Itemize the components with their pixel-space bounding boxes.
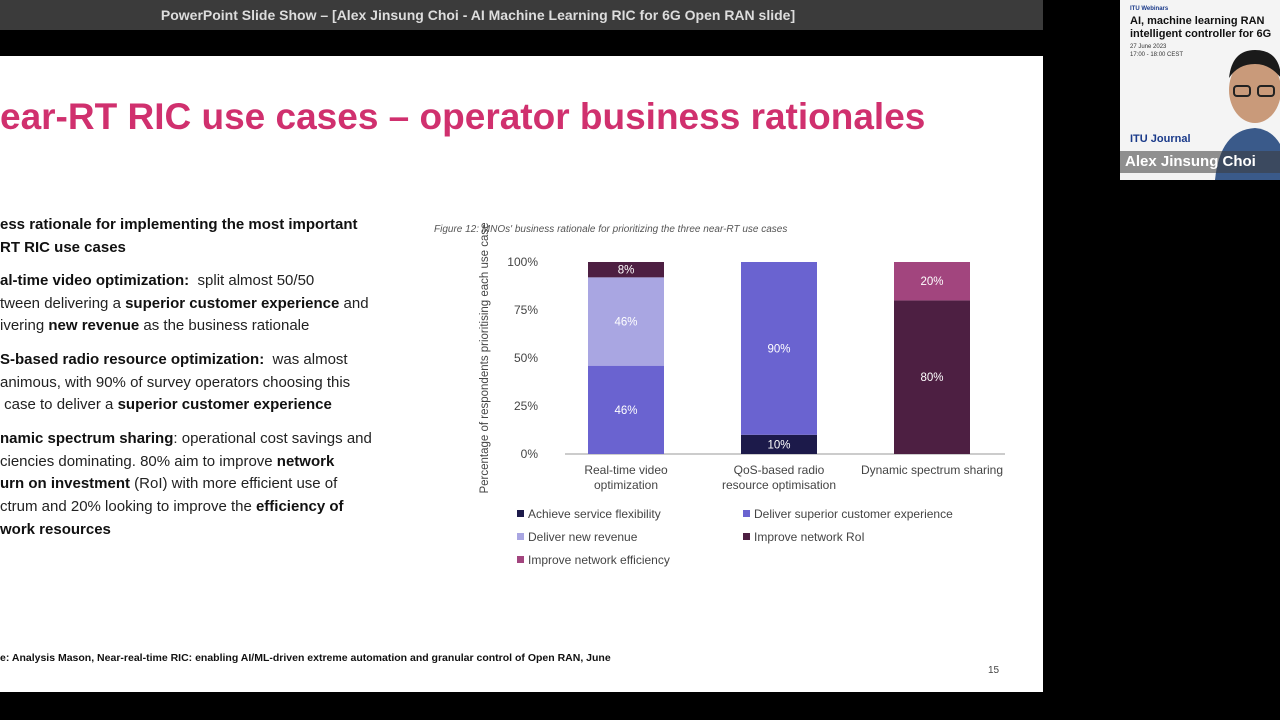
legend-item: Achieve service flexibility [517, 507, 661, 521]
speaker-name: Alex Jinsung Choi [1125, 153, 1256, 170]
value-label: 46% [614, 405, 637, 417]
text-run: namic spectrum sharing [0, 430, 174, 447]
bullet-line: animous, with 90% of survey operators ch… [0, 374, 350, 391]
bullet-line: ciencies dominating. 80% aim to improve … [0, 453, 334, 470]
bullet-line: namic spectrum sharing: operational cost… [0, 430, 372, 447]
bullet-line: tween delivering a superior customer exp… [0, 295, 369, 312]
y-tick-label: 75% [514, 303, 538, 317]
legend-label: Achieve service flexibility [528, 507, 661, 521]
legend-swatch [743, 533, 750, 540]
x-tick-label: QoS-based radio resource optimisation [721, 463, 837, 492]
y-tick-label: 0% [521, 447, 539, 461]
value-label: 8% [618, 265, 635, 277]
bullet-line: ess rationale for implementing the most … [0, 216, 358, 233]
value-label: 20% [920, 276, 943, 288]
y-axis-title: Percentage of respondents prioritising e… [479, 222, 491, 493]
bullet-line: ivering new revenue as the business rati… [0, 317, 309, 334]
figure-caption: Figure 12: MNOs' business rationale for … [434, 224, 788, 235]
value-label: 46% [614, 317, 637, 329]
source: e: Analysis Mason, Near-real-time RIC: e… [0, 652, 611, 664]
bar-segment [588, 365, 664, 454]
legend-swatch [517, 556, 524, 563]
webinar-series: ITU Webinars [1130, 6, 1169, 12]
window-title: PowerPoint Slide Show – [Alex Jinsung Ch… [160, 7, 796, 23]
legend-item: Improve network efficiency [517, 553, 670, 567]
bullet-line: urn on investment (RoI) with more effici… [0, 475, 337, 492]
text-run: ess rationale for implementing the most … [0, 216, 358, 233]
bullet-line: S-based radio resource optimization: was… [0, 351, 348, 368]
webinar-title: AI, machine learning RAN intelligent con… [1130, 15, 1272, 40]
text-run: new revenue [48, 317, 140, 335]
text-run: as the business rationale [139, 317, 310, 335]
bar-segment [741, 262, 817, 435]
text-run: and [339, 294, 369, 312]
slide-title: ear-RT RIC use cases – operator business… [0, 96, 926, 137]
y-tick-label: 25% [514, 399, 538, 413]
text-run: superior customer experience [125, 294, 340, 312]
value-label: 10% [767, 439, 790, 451]
legend-label: Deliver new revenue [528, 530, 638, 544]
bullet-line: ctrum and 20% looking to improve the eff… [0, 498, 344, 515]
text-run: efficiency of [255, 498, 344, 516]
text-run: al-time video optimization: [0, 272, 190, 289]
slide: ear-RT RIC use cases – operator business… [0, 56, 1043, 692]
partner-logo: ITU Journal [1130, 133, 1191, 145]
text-run: case to deliver a [0, 396, 118, 414]
bar-segment [894, 262, 970, 301]
text-run: was almost [264, 351, 348, 368]
y-tick-label: 50% [514, 351, 538, 365]
legend-label: Improve network efficiency [528, 553, 670, 567]
text-run: urn on investment [0, 475, 131, 493]
text-run: ctrum and 20% looking to improve the [0, 498, 256, 516]
legend-label: Deliver superior customer experience [754, 507, 953, 521]
text-run: superior customer experience [117, 396, 332, 414]
y-tick-label: 100% [507, 255, 538, 269]
legend-swatch [743, 510, 750, 517]
bullet-line: case to deliver a superior customer expe… [0, 396, 332, 413]
legend-item: Deliver superior customer experience [743, 507, 953, 521]
bar-segment [741, 434, 817, 454]
text-run: RT RIC use cases [0, 238, 126, 256]
bullet-line: RT RIC use cases [0, 239, 126, 256]
webinar-date: 27 June 2023 [1130, 44, 1167, 50]
webinar-time: 17:00 - 18:00 CEST [1130, 52, 1184, 58]
text-run: animous, with 90% of survey operators ch… [0, 373, 351, 391]
text-run: ciencies dominating. 80% aim to improve [0, 452, 277, 470]
legend-item: Improve network RoI [743, 530, 865, 544]
legend-swatch [517, 533, 524, 540]
text-run: work resources [0, 520, 111, 538]
legend-label: Improve network RoI [754, 530, 865, 544]
webcam: ITU Webinars AI, machine learning RAN in… [1120, 0, 1280, 180]
name-bar: Alex Jinsung Choi [1120, 151, 1280, 173]
bullet-line: work resources [0, 521, 111, 538]
x-tick-label: Real-time video optimization [584, 463, 668, 492]
bullet-line: al-time video optimization: split almost… [0, 272, 314, 289]
bar-segment [588, 277, 664, 366]
text-run: : operational cost savings and [173, 430, 372, 447]
chart: 0% 25% 50% 75% 100% Percentage of respondents… [479, 222, 1005, 494]
text-run: tween delivering a [0, 294, 126, 312]
text-run: ivering [0, 317, 49, 335]
legend-item: Deliver new revenue [517, 530, 637, 544]
x-tick-label: Dynamic spectrum sharing [860, 463, 1004, 477]
text-run: split almost 50/50 [189, 272, 315, 289]
value-label: 80% [920, 372, 943, 384]
bar-segment [588, 262, 664, 278]
text-run: S-based radio resource optimization: [0, 351, 265, 368]
window-titlebar: PowerPoint Slide Show – [Alex Jinsung Ch… [0, 0, 1043, 30]
bar-segment [894, 300, 970, 454]
text-run: network [276, 452, 335, 470]
text-run: (RoI) with more efficient use of [130, 475, 338, 493]
page-number: 15 [988, 665, 1000, 676]
legend-swatch [517, 510, 524, 517]
value-label: 90% [767, 343, 790, 355]
